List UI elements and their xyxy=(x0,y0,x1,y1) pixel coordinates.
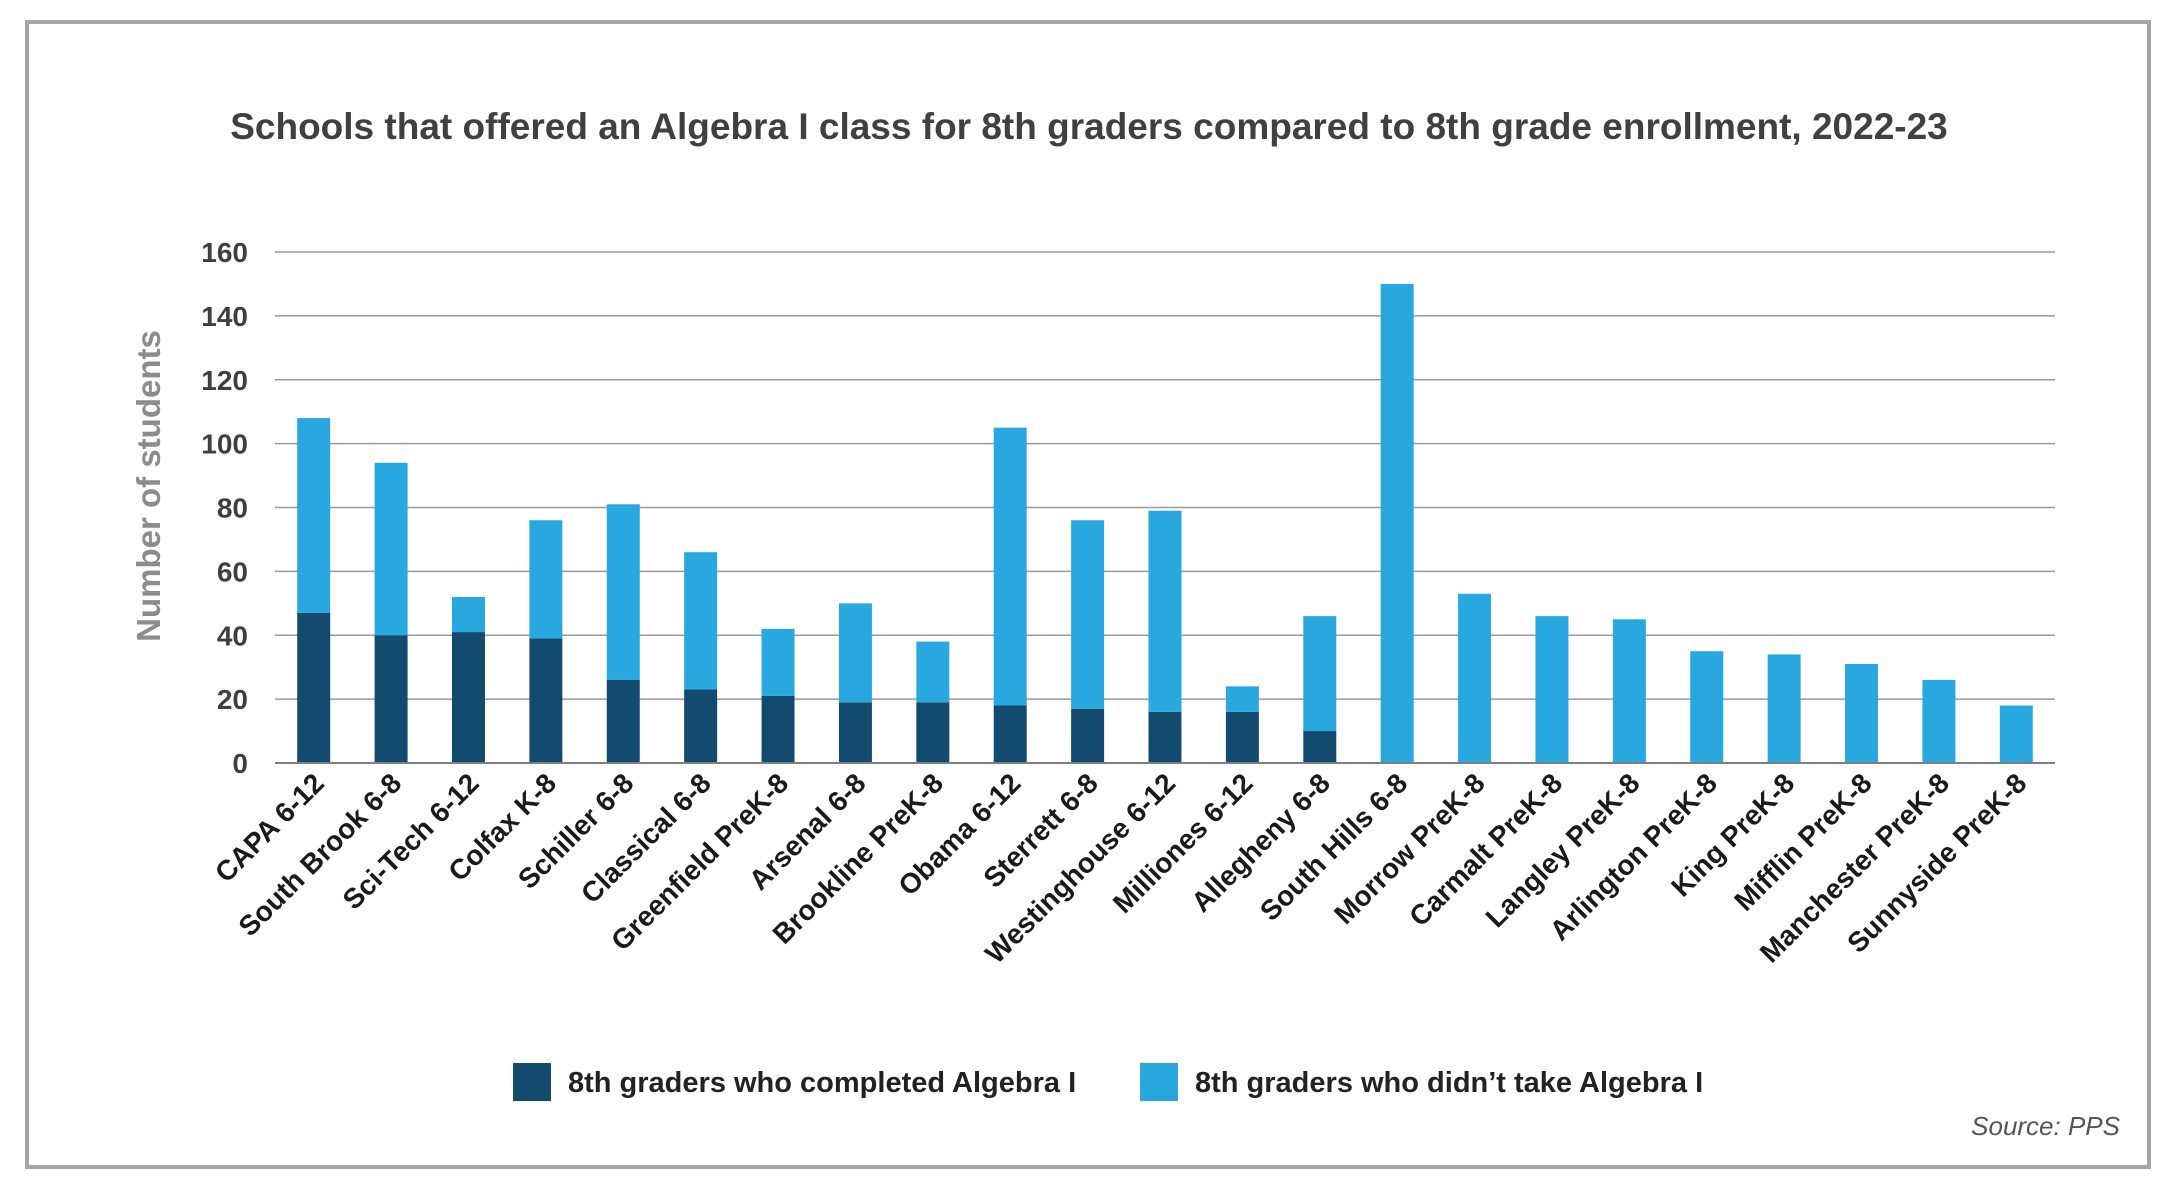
bar-completed-12 xyxy=(1225,711,1259,763)
bar-didnt-take-8 xyxy=(916,641,950,703)
bar-didnt-take-0 xyxy=(297,418,331,613)
y-tick-label-40: 40 xyxy=(217,620,248,651)
bar-didnt-take-3 xyxy=(529,520,563,639)
legend-swatch-completed xyxy=(513,1063,551,1101)
bar-completed-3 xyxy=(529,638,563,763)
y-tick-label-0: 0 xyxy=(232,748,248,779)
bar-didnt-take-14 xyxy=(1380,283,1414,763)
bar-completed-8 xyxy=(916,702,950,763)
bars xyxy=(297,283,2033,763)
bar-completed-2 xyxy=(451,632,485,763)
bar-completed-0 xyxy=(297,612,331,763)
bar-completed-13 xyxy=(1303,731,1337,763)
bar-didnt-take-5 xyxy=(684,552,718,690)
bar-didnt-take-18 xyxy=(1690,651,1724,763)
bar-completed-1 xyxy=(374,635,408,763)
bar-didnt-take-4 xyxy=(606,504,640,680)
bar-completed-11 xyxy=(1148,711,1182,763)
y-tick-label-160: 160 xyxy=(201,237,248,268)
bar-completed-9 xyxy=(993,705,1027,763)
y-tick-label-100: 100 xyxy=(201,429,248,460)
bar-didnt-take-11 xyxy=(1148,510,1182,712)
bar-didnt-take-19 xyxy=(1767,654,1801,763)
bar-completed-5 xyxy=(684,689,718,763)
source-note: Source: PPS xyxy=(1971,1111,2121,1141)
legend-label-didnt-take: 8th graders who didn’t take Algebra I xyxy=(1195,1067,1703,1099)
bar-didnt-take-20 xyxy=(1845,663,1879,763)
y-tick-label-140: 140 xyxy=(201,301,248,332)
bar-didnt-take-15 xyxy=(1458,593,1492,763)
bar-completed-10 xyxy=(1071,708,1105,763)
bar-didnt-take-13 xyxy=(1303,616,1337,732)
bar-didnt-take-22 xyxy=(1999,705,2033,763)
bar-didnt-take-17 xyxy=(1612,619,1646,763)
bar-didnt-take-21 xyxy=(1922,679,1956,763)
x-tick-label-13: Allegheny 6-8 xyxy=(1185,767,1336,918)
bar-didnt-take-7 xyxy=(838,603,872,703)
bar-completed-6 xyxy=(761,695,795,763)
grid-lines xyxy=(275,251,2055,700)
x-tick-label-2: Sci-Tech 6-12 xyxy=(337,767,485,915)
bar-didnt-take-16 xyxy=(1535,616,1569,763)
bar-completed-7 xyxy=(838,702,872,763)
bar-didnt-take-9 xyxy=(993,427,1027,706)
bar-didnt-take-10 xyxy=(1071,520,1105,709)
y-tick-label-20: 20 xyxy=(217,684,248,715)
x-tick-label-20: Mifflin PreK-8 xyxy=(1728,767,1878,917)
legend-swatch-didnt-take xyxy=(1140,1063,1178,1101)
legend-label-completed: 8th graders who completed Algebra I xyxy=(568,1067,1076,1099)
bar-didnt-take-2 xyxy=(451,596,485,633)
legend: 8th graders who completed Algebra I 8th … xyxy=(513,1063,1703,1101)
y-axis-label: Number of students xyxy=(130,330,167,642)
chart-title: Schools that offered an Algebra I class … xyxy=(230,106,1948,147)
y-tick-label-80: 80 xyxy=(217,493,248,524)
bar-completed-4 xyxy=(606,679,640,763)
y-tick-label-60: 60 xyxy=(217,556,248,587)
y-tick-labels: 0 20 40 60 80 100 120 140 160 xyxy=(201,237,248,779)
bar-didnt-take-12 xyxy=(1225,686,1259,712)
y-tick-label-120: 120 xyxy=(201,365,248,396)
x-tick-label-12: Milliones 6-12 xyxy=(1107,767,1259,919)
bar-didnt-take-6 xyxy=(761,628,795,696)
bar-didnt-take-1 xyxy=(374,462,408,636)
